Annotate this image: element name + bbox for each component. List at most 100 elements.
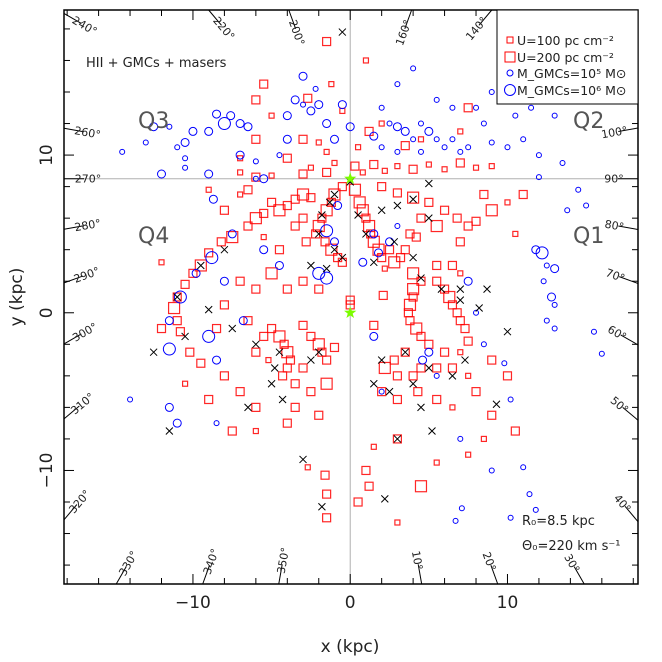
hii-region-marker <box>400 141 410 151</box>
hii-region-marker <box>251 134 261 144</box>
gmc-marker <box>306 106 316 116</box>
gmc-marker <box>333 201 343 211</box>
hii-region-marker <box>457 349 464 356</box>
longitude-label-270: 270° <box>75 173 102 186</box>
hii-region-marker <box>432 394 442 405</box>
gmc-marker <box>501 360 508 367</box>
hii-region-marker <box>337 257 347 267</box>
gmc-marker <box>394 148 401 155</box>
hii-region-marker <box>188 268 198 278</box>
hii-region-marker <box>216 237 226 247</box>
gmc-marker <box>298 71 308 81</box>
hii-region-marker <box>392 188 402 198</box>
hii-region-marker <box>455 158 465 168</box>
gmc-marker <box>410 65 417 72</box>
hii-region-marker <box>392 371 402 381</box>
longitude-tick-70 <box>619 276 639 284</box>
hii-region-marker <box>485 204 498 217</box>
hii-region-marker <box>372 243 385 256</box>
longitude-tick-350 <box>278 564 283 585</box>
gmc-marker <box>512 112 519 119</box>
maser-marker <box>314 348 323 357</box>
hii-region-marker <box>320 377 333 390</box>
gmc-marker <box>535 174 542 181</box>
hii-region-marker <box>314 284 324 294</box>
longitude-tick-20 <box>490 565 499 585</box>
hii-region-marker <box>251 284 261 294</box>
hii-region-marker <box>449 404 456 411</box>
longitude-tick-220 <box>208 9 222 26</box>
maser-marker <box>149 348 158 357</box>
gmc-marker <box>543 262 550 269</box>
maser-marker <box>220 245 229 254</box>
gmc-marker <box>465 144 472 151</box>
hii-region-marker <box>389 355 399 365</box>
gmc-marker <box>535 152 542 159</box>
hii-region-marker <box>430 219 443 233</box>
hii-region-marker <box>512 230 519 238</box>
longitude-tick-290 <box>63 275 83 284</box>
hii-region-marker <box>510 426 520 436</box>
hii-region-marker <box>518 189 528 200</box>
hii-region-marker <box>369 320 379 330</box>
hii-region-marker <box>339 107 346 115</box>
hii-region-marker <box>322 355 332 365</box>
longitude-label-160: 160° <box>393 18 414 47</box>
longitude-label-70: 70° <box>604 266 627 285</box>
gmc-marker <box>449 104 456 111</box>
maser-marker <box>299 455 307 464</box>
hii-region-marker <box>196 358 206 368</box>
legend-marker-circle-small <box>506 69 514 77</box>
hii-region-marker <box>364 481 374 491</box>
x-tick-label: 10 <box>497 593 519 613</box>
hii-region-marker <box>204 248 214 258</box>
gmc-marker <box>441 144 448 151</box>
gmc-marker <box>243 122 253 132</box>
legend-label-gmc-1e6: M_GMCs=10⁶ M⊙ <box>517 83 626 98</box>
hii-region-marker <box>180 279 190 289</box>
hii-region-marker <box>487 410 497 420</box>
hii-region-marker <box>298 134 308 144</box>
maser-marker <box>409 195 417 204</box>
gmc-marker <box>551 301 558 308</box>
maser-marker <box>322 264 331 273</box>
longitude-tick-200 <box>288 9 297 29</box>
hii-region-marker <box>411 232 421 242</box>
hii-region-marker <box>265 267 278 280</box>
hii-region-marker <box>323 148 330 156</box>
hii-region-marker <box>226 230 239 244</box>
hii-region-marker <box>317 347 327 357</box>
gmc-marker <box>374 248 384 258</box>
hii-region-marker <box>279 339 289 349</box>
legend-label-u100: U=100 pc cm⁻² <box>517 33 614 48</box>
hii-region-marker <box>439 205 450 215</box>
gmc-marker <box>433 136 440 143</box>
hii-region-marker <box>306 193 316 203</box>
hii-region-marker <box>407 191 420 204</box>
maser-marker <box>270 364 279 372</box>
legend-marker-square-large <box>504 51 516 63</box>
hii-region-marker <box>322 36 332 47</box>
hii-region-marker <box>315 139 322 146</box>
hii-region-marker <box>205 186 212 193</box>
maser-marker <box>424 214 433 223</box>
gmc-marker <box>235 150 245 160</box>
gmc-marker <box>418 355 428 365</box>
hii-region-marker <box>432 363 442 373</box>
hii-region-marker <box>362 57 370 64</box>
hii-region-marker <box>249 212 262 225</box>
gmc-marker <box>507 514 514 521</box>
maser-marker <box>318 211 326 219</box>
maser-marker <box>437 285 446 293</box>
gmc-marker <box>274 260 284 270</box>
hii-region-marker <box>479 189 489 200</box>
gmc-marker <box>457 435 464 442</box>
maser-marker <box>461 356 469 364</box>
axis-ticks: −10 0 10 −10 0 10 <box>37 10 638 613</box>
hii-region-marker <box>243 185 253 195</box>
y-axis-label: y (kpc) <box>7 268 27 327</box>
hii-region-marker <box>290 402 300 412</box>
longitude-label-260: 260° <box>73 124 101 141</box>
gmc-marker <box>458 505 465 512</box>
